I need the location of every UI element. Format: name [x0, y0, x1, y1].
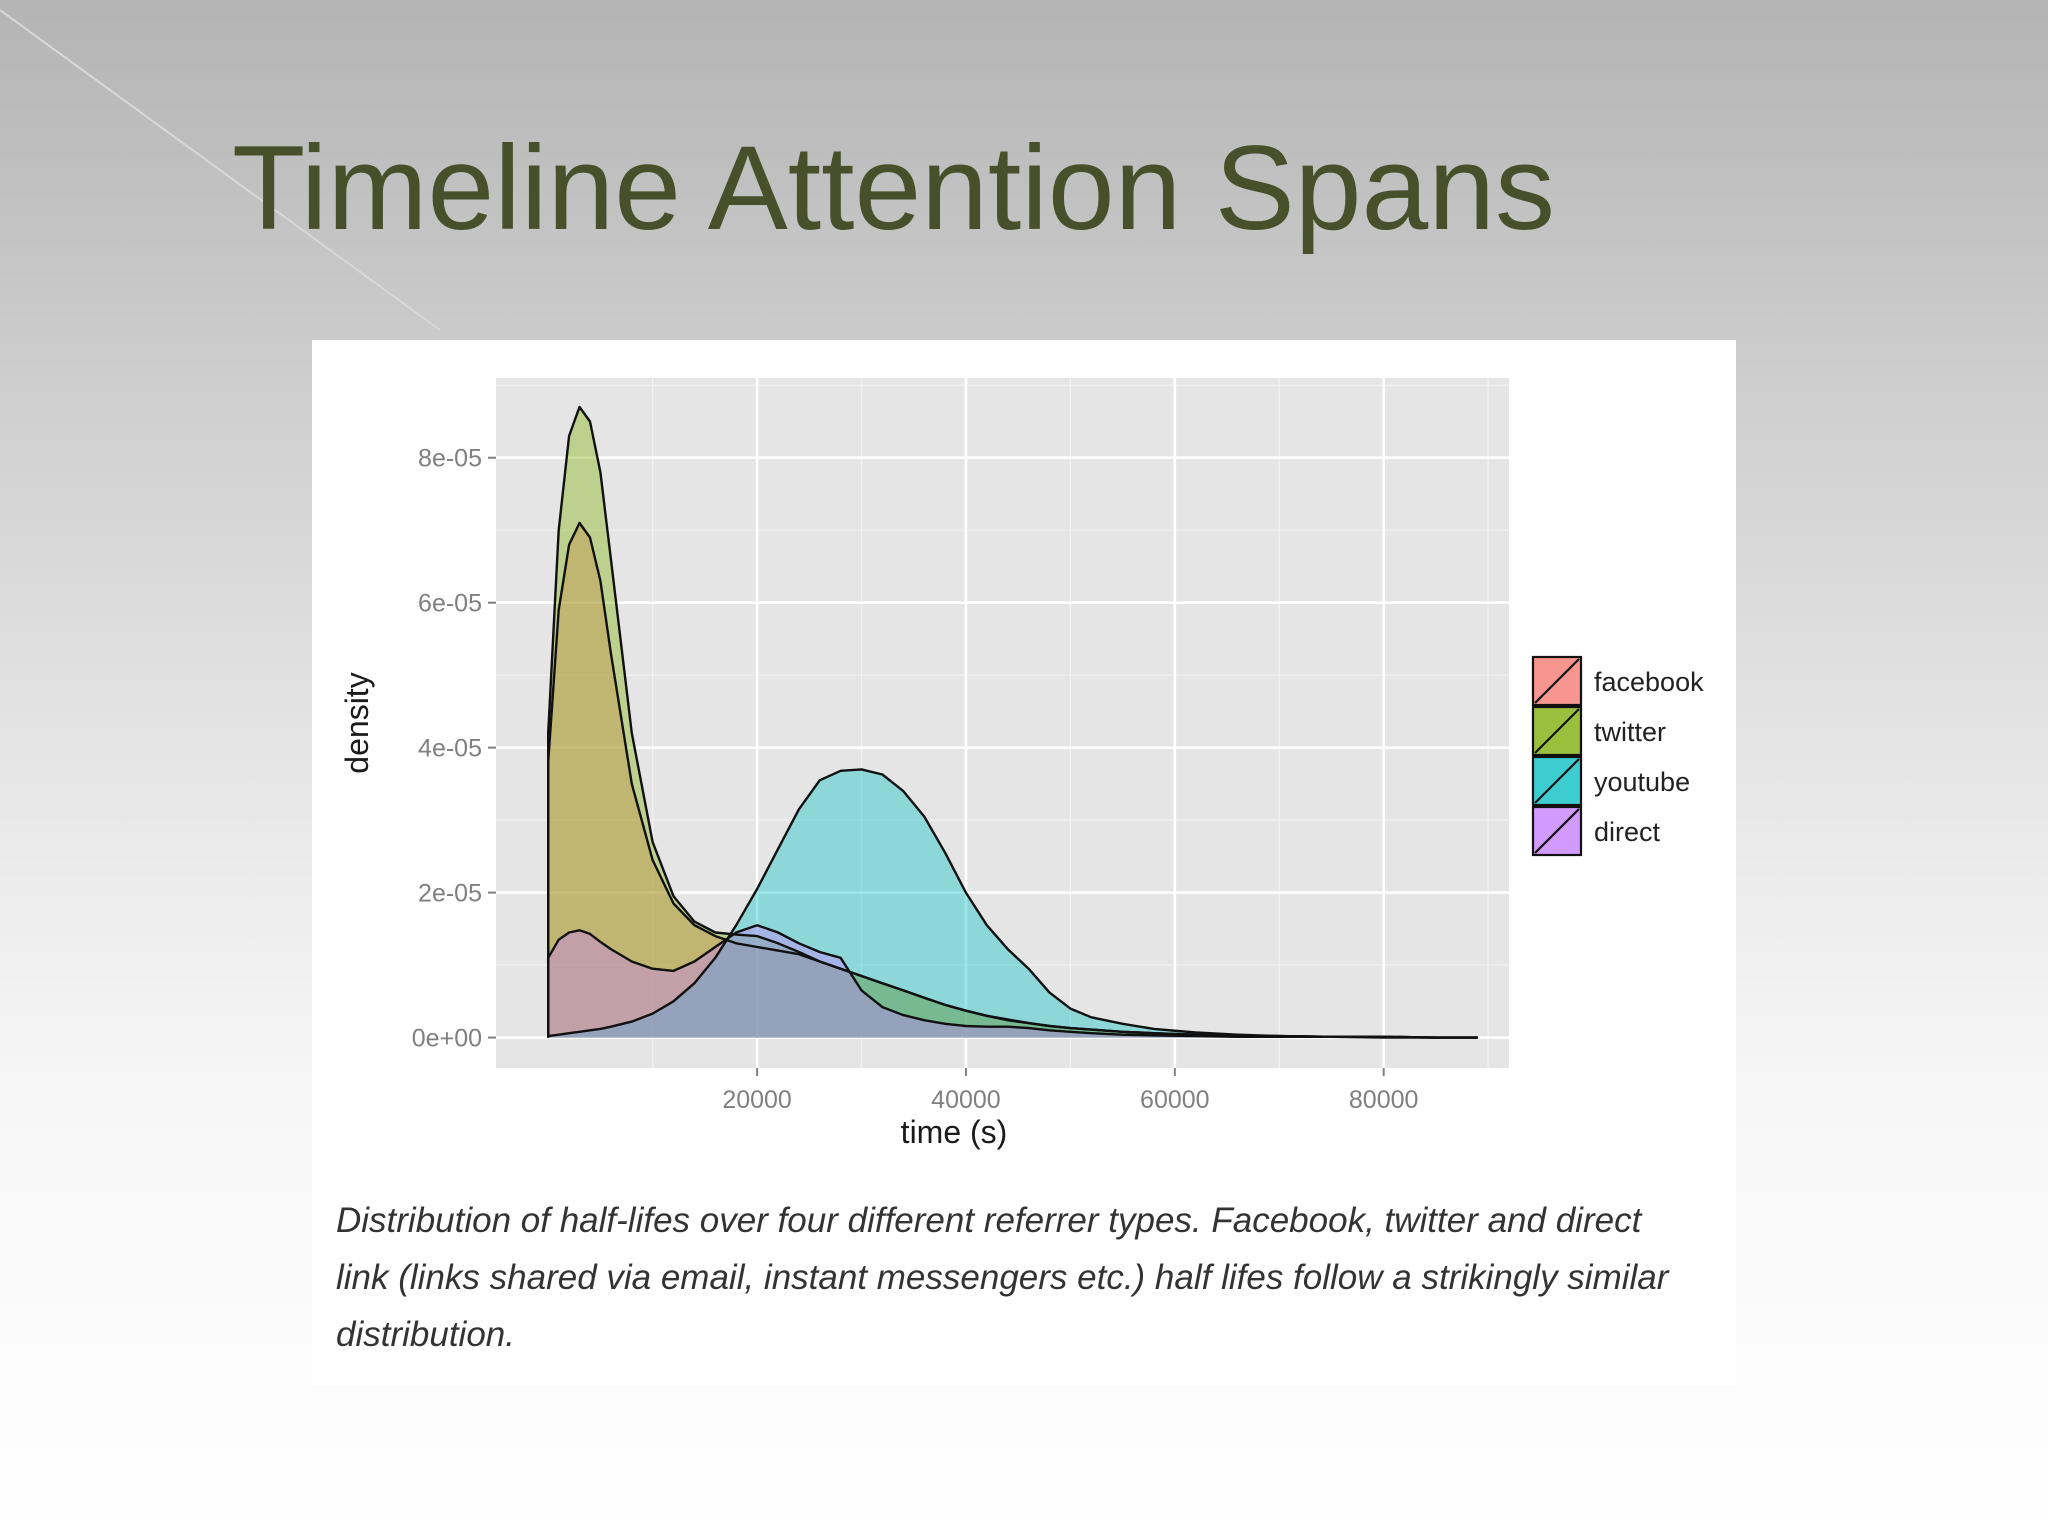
legend-swatch-slash: [1534, 708, 1580, 754]
legend-label-facebook: facebook: [1594, 667, 1704, 697]
legend-swatch-slash: [1534, 758, 1580, 804]
legend-item-facebook: facebook: [1531, 655, 1704, 707]
slide-title: Timeline Attention Spans: [232, 121, 1555, 255]
y-axis-title: density: [339, 672, 375, 773]
figure-card: 20000 40000 60000 80000 0e+00 2e-05 4e-05 6e-05…: [312, 340, 1736, 1385]
density-line-youtube: [547, 768, 1478, 1039]
density-outlines: [547, 405, 1478, 1039]
plot-panel: [496, 378, 1509, 1068]
density-area-youtube: [548, 769, 1478, 1038]
x-axis-title: time (s): [901, 1114, 1008, 1150]
density-areas: [548, 407, 1478, 1038]
legend-swatch-slash: [1534, 808, 1580, 854]
density-line-twitter: [547, 405, 1478, 1039]
y-tick-label: 2e-05: [418, 880, 482, 908]
density-area-direct: [548, 925, 1478, 1038]
legend: facebook twitter youtube direct: [1531, 655, 1704, 857]
density-area-facebook: [548, 523, 1478, 1038]
axis-ticks: 20000 40000 60000 80000 0e+00 2e-05 4e-05 6e-05…: [412, 445, 1419, 1114]
grid-lines: [496, 378, 1509, 1068]
legend-label-twitter: twitter: [1594, 717, 1666, 747]
y-tick-label: 0e+00: [412, 1025, 482, 1053]
legend-item-twitter: twitter: [1531, 705, 1666, 757]
x-tick-label: 20000: [722, 1086, 792, 1114]
y-tick-label: 4e-05: [418, 735, 482, 763]
figure-caption: Distribution of half-lifes over four dif…: [336, 1201, 1669, 1354]
density-area-twitter: [548, 407, 1478, 1038]
y-tick-label: 6e-05: [418, 590, 482, 618]
legend-item-direct: direct: [1531, 805, 1661, 857]
density-chart: 20000 40000 60000 80000 0e+00 2e-05 4e-05 6e-05…: [339, 378, 1704, 1150]
x-tick-label: 80000: [1349, 1086, 1419, 1114]
legend-label-direct: direct: [1594, 817, 1661, 847]
x-tick-label: 40000: [931, 1086, 1001, 1114]
legend-item-youtube: youtube: [1531, 755, 1690, 807]
y-tick-label: 8e-05: [418, 445, 482, 473]
legend-swatch-slash: [1534, 658, 1580, 704]
density-line-direct: [547, 924, 1478, 1039]
legend-label-youtube: youtube: [1594, 767, 1690, 797]
x-tick-label: 60000: [1140, 1086, 1210, 1114]
